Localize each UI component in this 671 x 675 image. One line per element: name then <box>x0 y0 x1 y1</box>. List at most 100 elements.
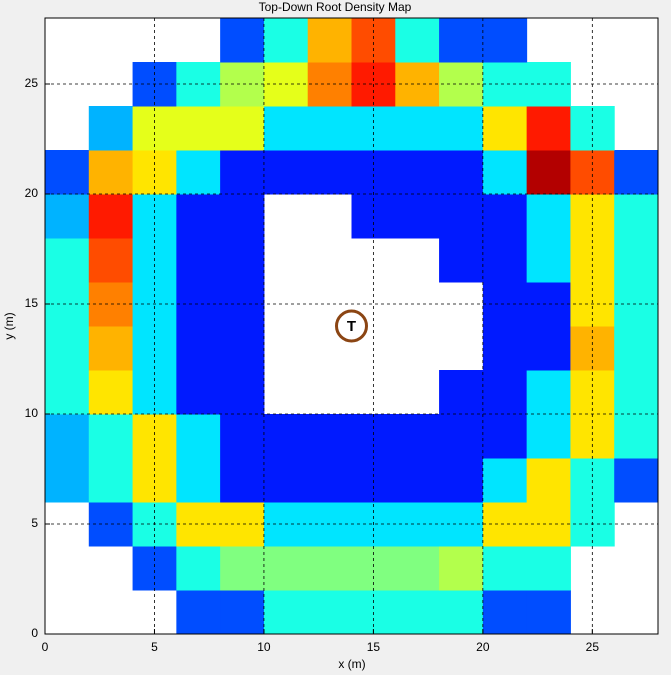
heat-cell <box>614 238 659 283</box>
heat-cell <box>482 194 528 239</box>
heat-cell <box>307 546 352 591</box>
heat-cell <box>88 238 134 283</box>
x-tick-label: 20 <box>476 640 490 654</box>
heat-cell <box>526 370 571 415</box>
heat-cell <box>88 414 134 459</box>
heat-cell <box>88 194 134 239</box>
heat-cell <box>220 194 265 239</box>
heat-cell <box>263 18 309 63</box>
heat-cell <box>176 326 221 371</box>
chart-title: Top-Down Root Density Map <box>259 0 412 14</box>
heat-cell <box>526 106 571 151</box>
heat-cell <box>220 546 265 591</box>
y-tick-label: 15 <box>25 296 39 310</box>
heat-cell <box>88 370 134 415</box>
heat-cell <box>220 106 265 151</box>
heat-cell <box>176 194 221 239</box>
heat-cell <box>482 546 528 591</box>
heat-cell <box>439 546 484 591</box>
x-tick-label: 5 <box>151 640 158 654</box>
heat-cell <box>263 546 309 591</box>
heat-cell <box>439 194 484 239</box>
heat-cell <box>307 590 352 635</box>
heat-cell <box>439 106 484 151</box>
heat-cell <box>526 194 571 239</box>
plot-border <box>44 17 659 635</box>
heat-cell <box>220 18 265 63</box>
heat-cell <box>395 150 440 195</box>
heat-cell <box>526 414 571 459</box>
heat-cell <box>176 370 221 415</box>
heat-cell <box>526 238 571 283</box>
heat-cell <box>439 414 484 459</box>
heat-cell <box>307 414 352 459</box>
tree-marker-label: T <box>347 318 356 335</box>
heat-cell <box>439 590 484 635</box>
heat-cell <box>482 414 528 459</box>
heat-cell <box>176 238 221 283</box>
heat-cell <box>220 150 265 195</box>
x-tick-label: 10 <box>257 640 271 654</box>
heat-cell <box>395 18 440 63</box>
heat-cell <box>482 590 528 635</box>
heat-cell <box>526 546 571 591</box>
heat-cell <box>307 458 352 503</box>
heat-cell <box>220 370 265 415</box>
heat-cell <box>45 150 90 195</box>
heat-cell <box>263 150 309 195</box>
heat-cell <box>482 106 528 151</box>
heat-cell <box>45 238 90 283</box>
heat-cell <box>45 326 90 371</box>
heat-cell <box>614 326 659 371</box>
heat-cell <box>482 18 528 63</box>
heat-cell <box>439 370 484 415</box>
heat-cell <box>176 106 221 151</box>
heat-cell <box>439 238 484 283</box>
heat-cell <box>482 326 528 371</box>
heat-cell <box>526 590 571 635</box>
heat-cell <box>482 238 528 283</box>
y-tick-label: 20 <box>25 186 39 200</box>
heat-cell <box>220 414 265 459</box>
heat-cell <box>45 414 90 459</box>
heat-cell <box>395 414 440 459</box>
heat-cell <box>263 590 309 635</box>
tree-marker <box>335 309 368 343</box>
heat-cell <box>526 326 571 371</box>
heat-cell <box>45 458 90 503</box>
heat-cell <box>482 458 528 503</box>
heat-cell <box>614 150 659 195</box>
heat-cell <box>439 18 484 63</box>
heat-cell <box>220 458 265 503</box>
x-tick-label: 25 <box>586 640 600 654</box>
y-tick-label: 5 <box>31 516 38 530</box>
x-axis-label: x (m) <box>338 657 365 671</box>
heat-cell <box>176 150 221 195</box>
heat-cell <box>307 18 352 63</box>
heat-cell <box>263 458 309 503</box>
heat-cell <box>395 106 440 151</box>
heat-cell <box>614 458 659 503</box>
heat-cell <box>307 150 352 195</box>
heat-cell <box>482 370 528 415</box>
heat-cell <box>614 414 659 459</box>
heat-cell <box>395 546 440 591</box>
y-axis-label: y (m) <box>2 312 16 339</box>
heat-cell <box>220 590 265 635</box>
heatmap <box>45 18 659 635</box>
heat-cell <box>88 326 134 371</box>
heat-cell <box>220 238 265 283</box>
heat-cell <box>395 194 440 239</box>
heat-cell <box>88 458 134 503</box>
heat-cell <box>176 414 221 459</box>
heat-cell <box>45 194 90 239</box>
heat-cell <box>176 590 221 635</box>
heat-cell <box>176 458 221 503</box>
heat-cell <box>526 150 571 195</box>
heat-cell <box>439 150 484 195</box>
y-tick-label: 25 <box>25 76 39 90</box>
heat-cell <box>176 546 221 591</box>
heat-cell <box>482 150 528 195</box>
y-tick-label: 0 <box>31 626 38 640</box>
